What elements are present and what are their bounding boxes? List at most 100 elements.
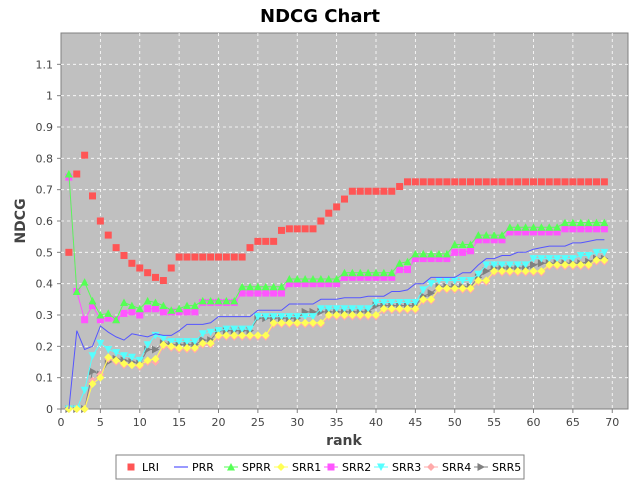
data-point-srr1: [190, 343, 199, 352]
data-point-srr2: [593, 225, 600, 233]
data-point-lri: [459, 178, 467, 186]
data-point-srr2: [254, 289, 262, 297]
axes: 0 5 10 15 20 25 30 35 40 45 50 55 60 65 70 0 0.1 0.2 0.3 0.…: [36, 58, 620, 429]
data-point-srr2: [396, 266, 404, 274]
data-point-lri: [467, 178, 474, 186]
legend-item-sprr: SPRR: [224, 461, 271, 474]
x-tick-label: 60: [527, 416, 541, 429]
data-point-srr1: [592, 256, 601, 265]
data-point-srr2: [89, 302, 96, 310]
data-point-srr3: [316, 305, 325, 313]
data-point-sprr: [135, 304, 144, 313]
data-point-srr3: [324, 305, 333, 313]
data-point-lri: [159, 277, 167, 285]
data-point-srr2: [285, 280, 293, 288]
series-lri: [65, 151, 608, 285]
data-point-srr1: [261, 331, 270, 340]
data-point-srr2: [585, 225, 593, 233]
data-point-srr2: [490, 236, 498, 244]
data-point-srr1: [403, 304, 412, 313]
data-point-sprr: [301, 274, 310, 283]
data-point-srr2: [482, 236, 490, 244]
y-tick-label: 0: [46, 403, 53, 416]
data-point-srr3: [545, 255, 554, 263]
data-point-lri: [262, 237, 270, 245]
data-point-lri: [482, 178, 490, 186]
data-point-srr1: [88, 379, 97, 388]
data-point-srr2: [159, 308, 167, 316]
data-point-sprr: [521, 223, 530, 231]
data-point-srr3: [356, 305, 365, 313]
data-point-lri: [309, 225, 317, 233]
data-point-sprr: [183, 301, 191, 310]
data-point-sprr: [214, 296, 223, 305]
data-point-srr2: [443, 255, 451, 263]
data-point-srr2: [577, 225, 585, 233]
data-point-lri: [215, 253, 222, 261]
data-point-srr2: [545, 228, 553, 236]
x-tick-label: 45: [408, 416, 422, 429]
data-point-srr3: [498, 261, 506, 269]
data-point-lri: [443, 178, 451, 186]
data-point-sprr: [395, 259, 404, 267]
legend-label-srr4: SRR4: [442, 461, 471, 474]
data-point-srr2: [506, 228, 514, 236]
data-point-sprr: [372, 268, 380, 277]
data-point-srr3: [96, 339, 105, 348]
data-point-lri: [537, 178, 545, 186]
data-point-srr5: [530, 260, 538, 269]
data-point-sprr: [450, 240, 459, 248]
data-point-sprr: [568, 218, 577, 227]
series-srr1: [64, 256, 609, 413]
data-point-srr1: [230, 331, 239, 340]
x-tick-label: 50: [448, 416, 462, 429]
x-tick-label: 35: [330, 416, 344, 429]
chart-title: NDCG Chart: [260, 6, 380, 27]
data-point-srr1: [340, 311, 349, 319]
data-point-srr2: [435, 255, 443, 263]
data-point-srr3: [387, 298, 396, 307]
data-point-lri: [451, 178, 459, 186]
data-point-lri: [514, 178, 522, 186]
data-point-lri: [128, 259, 136, 267]
data-point-sprr: [592, 218, 601, 227]
x-tick-label: 70: [605, 416, 619, 429]
data-point-lri: [419, 178, 427, 186]
data-point-sprr: [379, 268, 388, 277]
data-point-srr3: [427, 280, 436, 288]
data-point-sprr: [419, 249, 428, 258]
data-point-srr2: [120, 309, 128, 317]
data-point-sprr: [285, 274, 294, 283]
y-tick-label: 0.1: [36, 372, 54, 385]
data-point-srr2: [561, 225, 569, 233]
data-point-sprr: [505, 223, 514, 231]
data-point-srr3: [450, 277, 459, 285]
data-point-srr3: [348, 305, 357, 313]
data-point-srr1: [72, 405, 81, 413]
data-point-lri: [577, 178, 585, 186]
data-point-srr2: [278, 289, 285, 297]
data-point-lri: [301, 225, 309, 233]
y-tick-label: 0.2: [36, 340, 54, 353]
data-point-lri: [474, 178, 482, 186]
data-point-srr3: [332, 305, 341, 313]
data-point-lri: [65, 248, 73, 256]
data-point-lri: [490, 178, 498, 186]
data-point-srr3: [529, 255, 538, 263]
y-tick-label: 0.9: [36, 121, 54, 134]
data-point-srr3: [379, 298, 388, 307]
data-point-sprr: [427, 249, 436, 258]
legend-swatch-srr4: [427, 463, 435, 471]
data-point-sprr: [332, 274, 341, 283]
data-point-sprr: [482, 231, 491, 239]
y-tick-label: 0.3: [36, 309, 54, 322]
data-point-srr1: [372, 311, 380, 319]
data-point-lri: [73, 170, 81, 178]
data-point-lri: [404, 178, 411, 186]
data-point-srr1: [458, 284, 467, 293]
y-tick-label: 0.7: [36, 184, 54, 197]
data-point-lri: [246, 244, 254, 252]
data-point-srr5: [482, 267, 491, 276]
data-point-sprr: [584, 218, 593, 227]
data-point-lri: [569, 178, 577, 186]
